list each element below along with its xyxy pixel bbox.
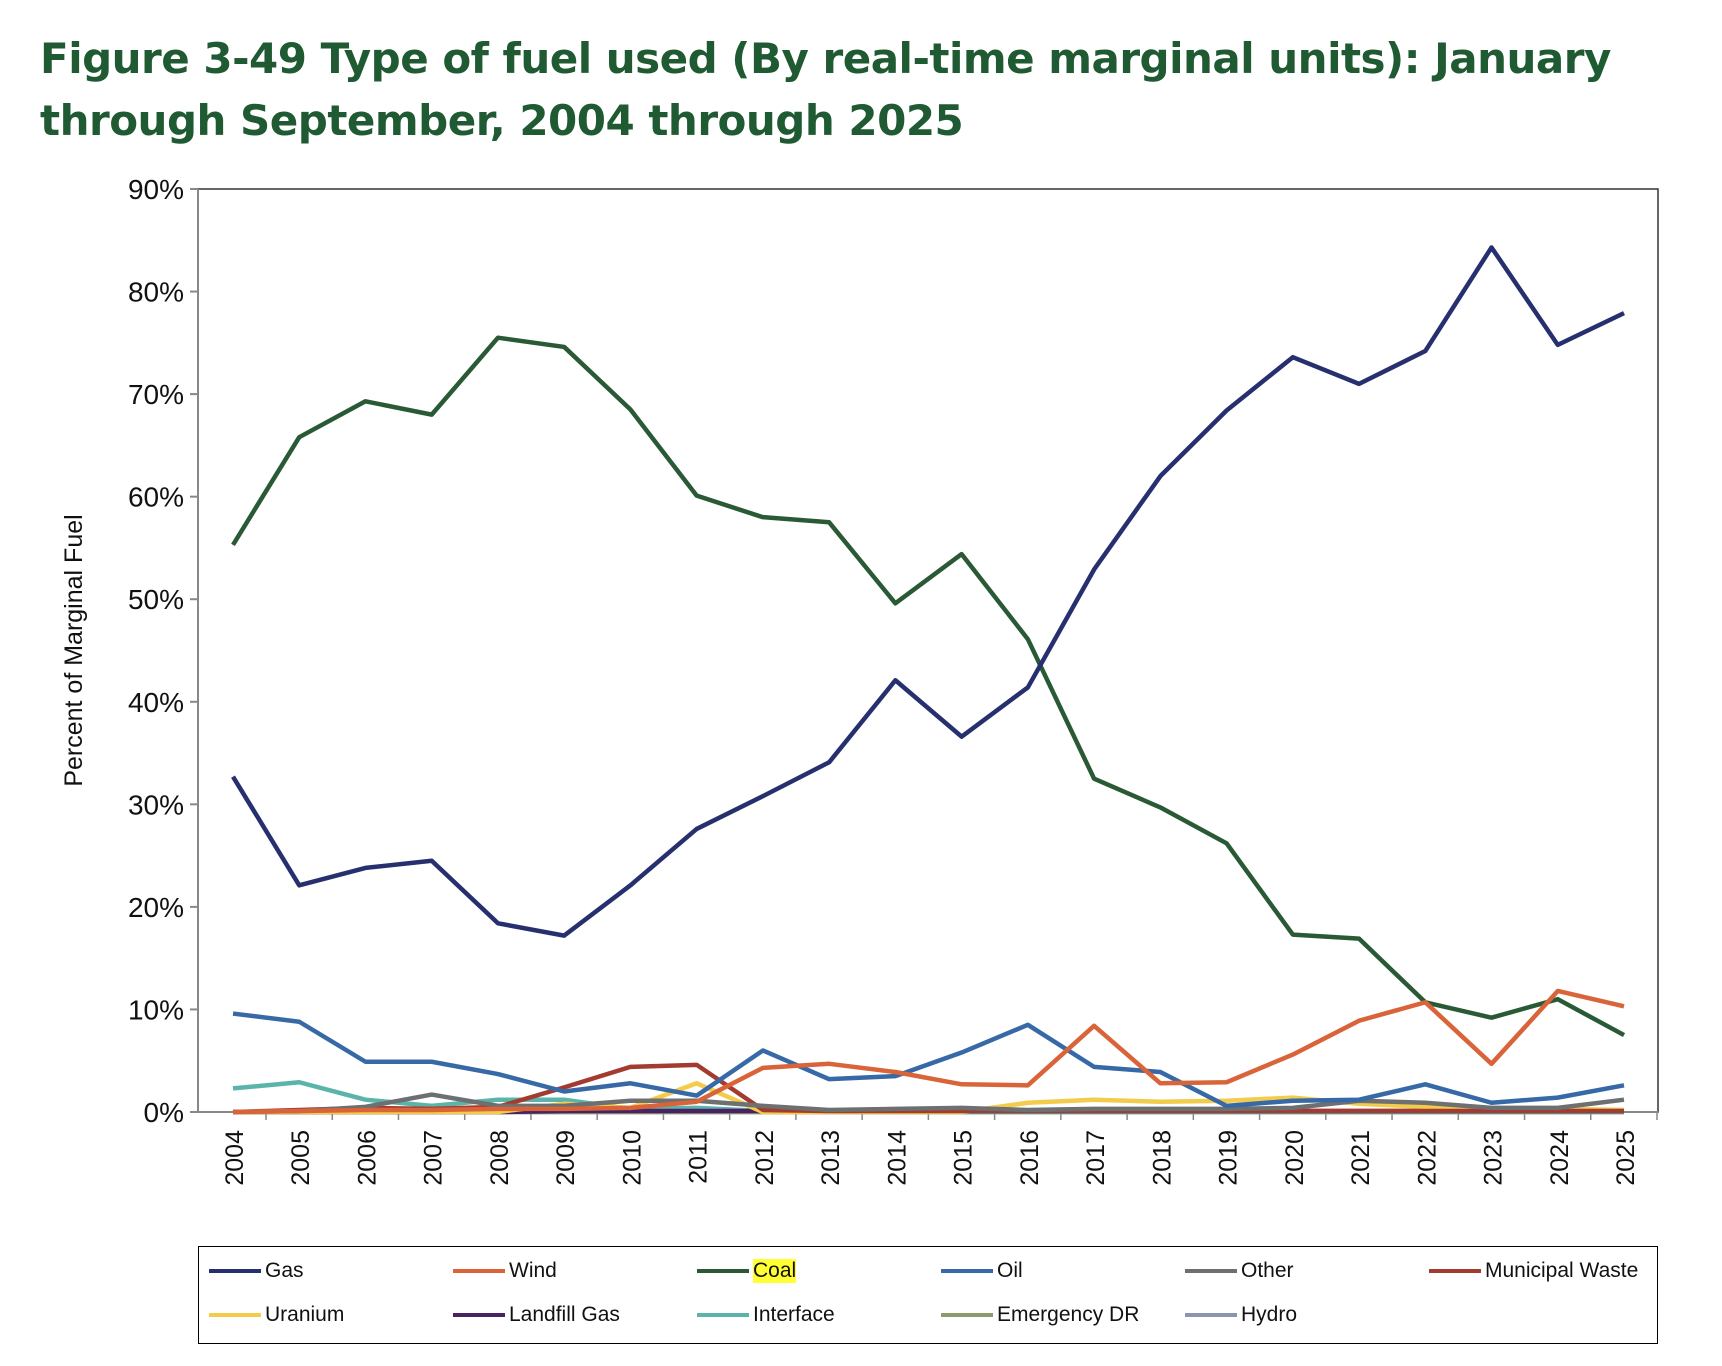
legend-swatch (1185, 1269, 1237, 1273)
legend-item: Oil (941, 1259, 1023, 1283)
series-line-oil (232, 1011, 1625, 1109)
y-tick-label: 60% (128, 482, 184, 513)
legend-item: Wind (453, 1259, 557, 1283)
legend-label: Coal (753, 1259, 797, 1283)
y-tick-label: 80% (128, 277, 184, 308)
legend-swatch (209, 1313, 261, 1317)
y-tick-label: 90% (128, 174, 184, 205)
legend-label: Oil (997, 1259, 1023, 1282)
x-tick-label: 2021 (1347, 1130, 1375, 1186)
legend-item: Interface (697, 1303, 835, 1327)
y-tick-label: 10% (128, 994, 184, 1025)
x-tick-label: 2018 (1148, 1130, 1176, 1186)
legend-swatch (697, 1313, 749, 1317)
legend-swatch (941, 1269, 993, 1273)
legend-swatch (453, 1313, 505, 1317)
y-tick-label: 0% (144, 1097, 184, 1128)
series-line-other (232, 1092, 1625, 1115)
x-tick-label: 2004 (221, 1130, 249, 1186)
x-tick-label: 2011 (685, 1130, 713, 1184)
y-tick-label: 20% (128, 892, 184, 923)
legend-label: Municipal Waste (1485, 1259, 1639, 1282)
x-tick-label: 2017 (1082, 1130, 1110, 1186)
x-tick-label: 2005 (287, 1130, 315, 1186)
y-axis-label: Percent of Marginal Fuel (60, 514, 88, 786)
legend-label: Uranium (265, 1303, 345, 1326)
legend-swatch (1429, 1269, 1481, 1273)
x-tick-label: 2016 (1016, 1130, 1044, 1186)
legend-label: Emergency DR (997, 1303, 1140, 1326)
legend-swatch (697, 1269, 749, 1273)
x-tick-label: 2022 (1413, 1130, 1441, 1186)
legend-label: Wind (509, 1259, 557, 1282)
x-tick-label: 2013 (817, 1130, 845, 1186)
x-tick-label: 2009 (552, 1130, 580, 1186)
legend-swatch (453, 1269, 505, 1273)
chart-title: Figure 3-49 Type of fuel used (By real-t… (40, 34, 1611, 145)
series-line-gas (231, 245, 1625, 938)
legend-item: Municipal Waste (1429, 1259, 1638, 1283)
x-tick-label: 2020 (1281, 1130, 1309, 1186)
legend-label: Interface (753, 1303, 835, 1326)
legend-label: Hydro (1241, 1303, 1298, 1326)
legend: Gas Wind Coal Oil Other Municipal Waste Uraniu… (198, 1246, 1658, 1344)
y-tick-label: 50% (128, 584, 184, 615)
x-tick-label: 2019 (1215, 1130, 1243, 1186)
legend-item: Coal (697, 1259, 797, 1283)
x-tick-label: 2008 (486, 1130, 514, 1186)
x-tick-label: 2012 (751, 1130, 779, 1186)
legend-swatch (941, 1313, 993, 1317)
legend-item: Other (1185, 1259, 1294, 1283)
series-line-coal (231, 335, 1626, 1038)
legend-item: Uranium (209, 1303, 344, 1327)
legend-label: Gas (265, 1259, 304, 1282)
legend-swatch (1185, 1313, 1237, 1317)
y-tick-label: 70% (128, 379, 184, 410)
x-tick-label: 2025 (1612, 1130, 1640, 1186)
legend-item: Landfill Gas (453, 1303, 620, 1327)
x-tick-label: 2024 (1546, 1130, 1574, 1186)
legend-item: Gas (209, 1259, 304, 1283)
legend-swatch (209, 1269, 261, 1273)
legend-label: Other (1241, 1259, 1294, 1282)
legend-item: Hydro (1185, 1303, 1297, 1327)
x-tick-label: 2014 (883, 1130, 911, 1186)
x-tick-label: 2006 (353, 1130, 381, 1186)
legend-label: Landfill Gas (509, 1303, 620, 1326)
legend-item: Emergency DR (941, 1303, 1139, 1327)
x-tick-label: 2023 (1480, 1130, 1508, 1186)
series-line-wind (232, 988, 1625, 1115)
x-tick-label: 2010 (618, 1130, 646, 1186)
x-tick-label: 2007 (420, 1130, 448, 1186)
x-tick-label: 2015 (950, 1130, 978, 1186)
y-tick-label: 30% (128, 789, 184, 820)
y-tick-label: 40% (128, 687, 184, 718)
